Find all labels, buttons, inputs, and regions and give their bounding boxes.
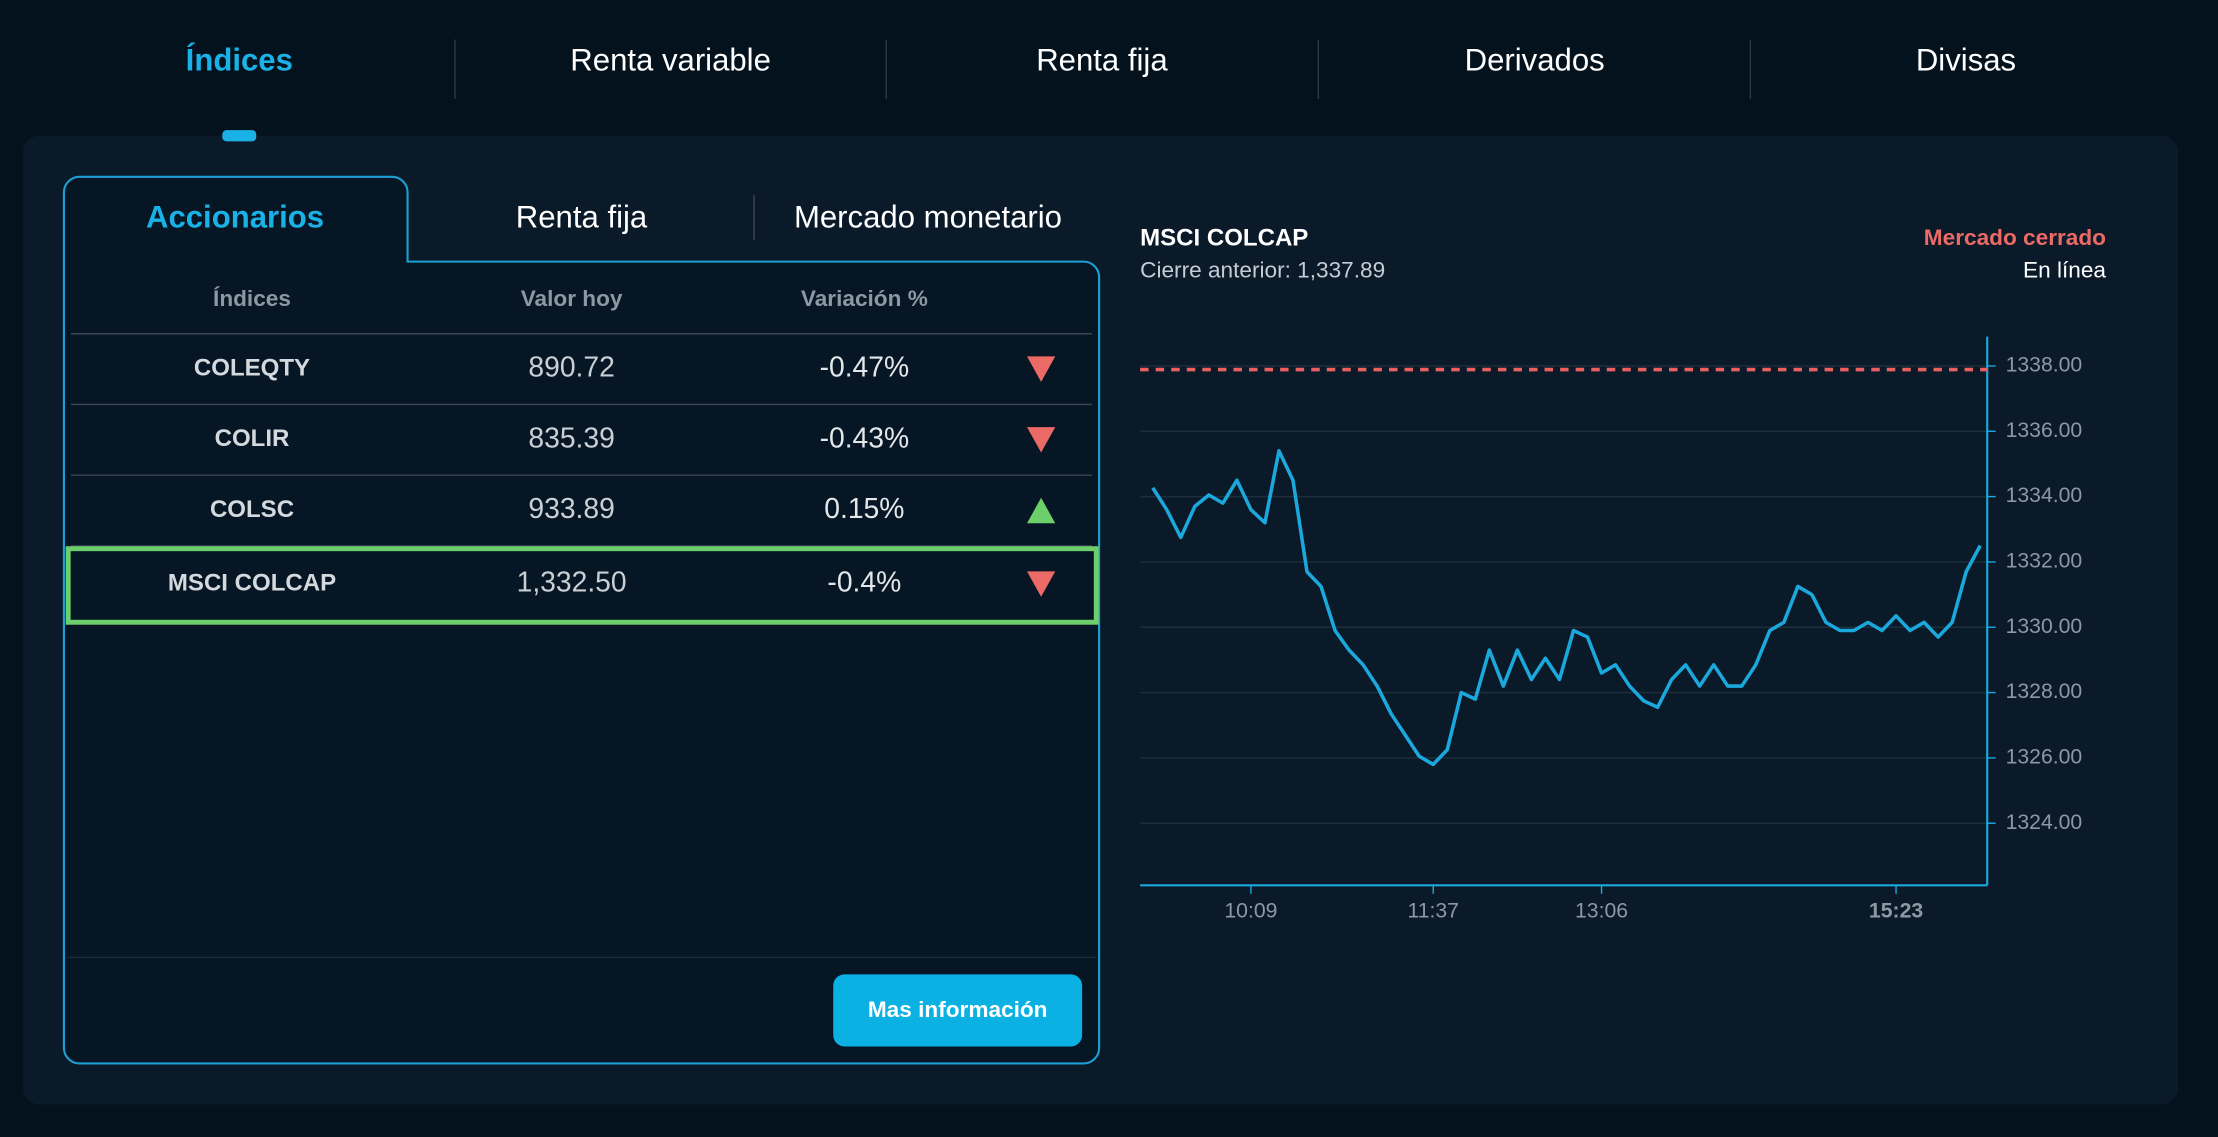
y-tick-label: 1334.00 bbox=[2006, 484, 2083, 507]
chart-title: MSCI COLCAP bbox=[1140, 224, 1308, 251]
y-tick-label: 1330.00 bbox=[2006, 615, 2083, 638]
nav-item[interactable]: Renta variable bbox=[570, 42, 771, 77]
row-change: -0.43% bbox=[820, 421, 910, 453]
trend-icon bbox=[1026, 497, 1056, 524]
y-tick-label: 1332.00 bbox=[2006, 550, 2083, 573]
y-tick-label: 1338.00 bbox=[2006, 354, 2083, 377]
sub-tab[interactable]: Renta fija bbox=[516, 199, 648, 234]
row-name[interactable]: MSCI COLCAP bbox=[168, 569, 336, 596]
x-tick-label: 10:09 bbox=[1224, 900, 1277, 923]
row-value: 835.39 bbox=[528, 421, 614, 453]
nav-item[interactable]: Derivados bbox=[1465, 42, 1605, 77]
y-tick-label: 1324.00 bbox=[2006, 811, 2083, 834]
nav-item[interactable]: Renta fija bbox=[1036, 42, 1168, 77]
y-tick-label: 1336.00 bbox=[2006, 419, 2083, 442]
row-value: 933.89 bbox=[528, 492, 614, 524]
row-name[interactable]: COLSC bbox=[210, 496, 294, 523]
x-tick-label: 13:06 bbox=[1575, 900, 1628, 923]
market-status: Mercado cerrado bbox=[1924, 225, 2106, 250]
trend-icon bbox=[1026, 571, 1056, 597]
table-header: Variación % bbox=[801, 286, 928, 311]
more-info-button[interactable] bbox=[833, 974, 1083, 1047]
x-tick-label: 15:23 bbox=[1869, 900, 1923, 923]
row-name[interactable]: COLIR bbox=[215, 425, 290, 452]
nav-indicator bbox=[222, 130, 257, 142]
row-value: 890.72 bbox=[528, 351, 614, 383]
row-change: -0.4% bbox=[827, 566, 901, 598]
market-mode: En línea bbox=[2023, 257, 2106, 282]
sub-tab[interactable]: Accionarios bbox=[146, 199, 324, 234]
nav-item[interactable]: Divisas bbox=[1916, 42, 2016, 77]
trend-icon bbox=[1026, 356, 1056, 382]
x-tick-label: 11:37 bbox=[1407, 900, 1459, 923]
y-tick-label: 1326.00 bbox=[2006, 746, 2083, 769]
trend-icon bbox=[1026, 427, 1056, 453]
y-tick-label: 1328.00 bbox=[2006, 680, 2083, 703]
table-header: Índices bbox=[213, 286, 291, 311]
price-line bbox=[1151, 449, 1982, 767]
nav-item[interactable]: Índices bbox=[186, 42, 293, 77]
button-label[interactable]: Mas información bbox=[868, 997, 1048, 1022]
row-change: -0.47% bbox=[820, 351, 910, 383]
table-header: Valor hoy bbox=[521, 286, 623, 311]
row-name[interactable]: COLEQTY bbox=[194, 354, 310, 381]
chart-subtitle: Cierre anterior: 1,337.89 bbox=[1140, 257, 1385, 282]
row-value: 1,332.50 bbox=[517, 566, 627, 598]
row-highlight bbox=[65, 546, 1099, 625]
sub-tab[interactable]: Mercado monetario bbox=[794, 199, 1062, 234]
row-change: 0.15% bbox=[824, 492, 904, 524]
